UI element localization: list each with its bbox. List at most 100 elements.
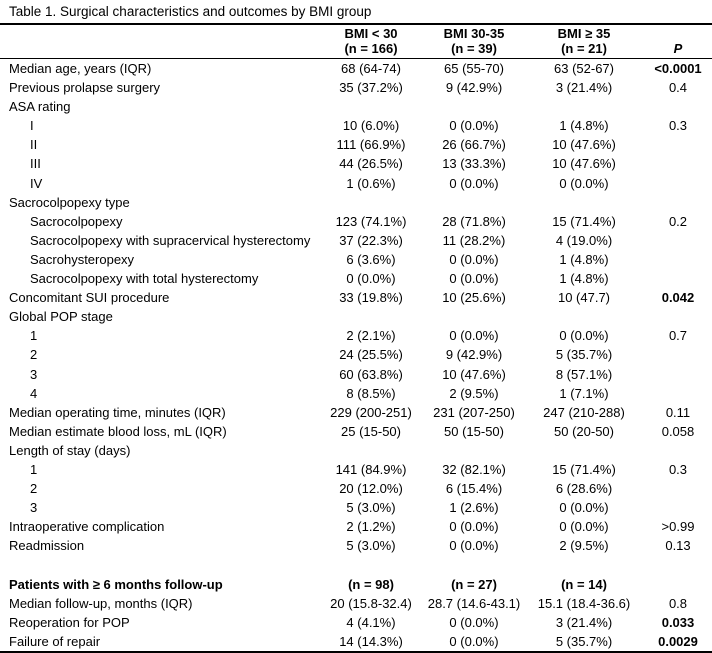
table-row: Sacrocolpopexy type xyxy=(0,193,712,212)
header-bmi-lt30-label: BMI < 30 xyxy=(344,26,398,41)
cell-p-value: 0.3 xyxy=(668,118,688,134)
cell-bmi-ge35: 1 (7.1%) xyxy=(559,385,609,401)
cell-bmi-ge35: 0 (0.0%) xyxy=(559,519,609,535)
cell-bmi-30-35: 231 (207-250) xyxy=(433,404,515,420)
cell-p-value xyxy=(644,441,712,460)
cell-bmi-lt30: 0 (0.0%) xyxy=(346,271,396,287)
table-row: Failure of repair 14 (14.3%) 0 (0.0%) 5 (35… xyxy=(0,632,712,652)
cell-bmi-lt30: 4 (4.1%) xyxy=(346,614,396,630)
cell-bmi-lt30: (n = 98) xyxy=(348,576,394,592)
table-row: II 111 (66.9%) 26 (66.7%) 10 (47.6%) xyxy=(0,135,712,154)
cell-bmi-ge35: 10 (47.6%) xyxy=(552,156,616,172)
header-bmi-30-35-label: BMI 30-35 xyxy=(443,26,505,41)
cell-bmi-lt30: 123 (74.1%) xyxy=(335,213,407,229)
table-row: Sacrocolpopexy 123 (74.1%) 28 (71.8%) 15 (7… xyxy=(0,212,712,231)
cell-bmi-lt30: 20 (12.0%) xyxy=(339,481,403,497)
cell-bmi-30-35: 10 (47.6%) xyxy=(442,366,506,382)
cell-bmi-30-35: 0 (0.0%) xyxy=(449,633,499,649)
cell-bmi-lt30: 44 (26.5%) xyxy=(339,156,403,172)
table-row: 3 60 (63.8%) 10 (47.6%) 8 (57.1%) xyxy=(0,365,712,384)
cell-p-value xyxy=(644,135,712,154)
cell-bmi-30-35 xyxy=(424,307,524,326)
table-row: Concomitant SUI procedure 33 (19.8%) 10 (2… xyxy=(0,288,712,307)
cell-bmi-ge35: (n = 14) xyxy=(561,576,607,592)
table-row: Median age, years (IQR) 68 (64-74) 65 (55-… xyxy=(0,59,712,79)
row-label: Global POP stage xyxy=(9,309,113,325)
cell-bmi-30-35: 28.7 (14.6-43.1) xyxy=(427,595,521,611)
table-row: Readmission 5 (3.0%) 0 (0.0%) 2 (9.5%) 0.13 xyxy=(0,536,712,555)
cell-bmi-30-35 xyxy=(424,193,524,212)
cell-bmi-30-35: 2 (9.5%) xyxy=(449,385,499,401)
table-row: ASA rating xyxy=(0,97,712,116)
header-bmi-ge35-label: BMI ≥ 35 xyxy=(557,26,611,41)
cell-bmi-ge35 xyxy=(524,97,644,116)
cell-bmi-lt30: 141 (84.9%) xyxy=(335,461,407,477)
cell-bmi-ge35: 3 (21.4%) xyxy=(555,80,613,96)
cell-bmi-ge35 xyxy=(524,307,644,326)
cell-bmi-ge35: 8 (57.1%) xyxy=(555,366,613,382)
cell-bmi-lt30: 6 (3.6%) xyxy=(346,251,396,267)
cell-p-value xyxy=(644,384,712,403)
table-row: III 44 (26.5%) 13 (33.3%) 10 (47.6%) xyxy=(0,154,712,173)
cell-bmi-30-35: 11 (28.2%) xyxy=(442,232,506,248)
cell-p-value: 0.058 xyxy=(661,423,695,439)
cell-p-value xyxy=(644,307,712,326)
row-label: 3 xyxy=(30,500,38,516)
cell-bmi-lt30: 2 (1.2%) xyxy=(346,519,396,535)
cell-p-value: 0.3 xyxy=(668,461,688,477)
cell-p-value: 0.13 xyxy=(665,538,691,554)
cell-bmi-ge35: 1 (4.8%) xyxy=(559,251,609,267)
cell-bmi-ge35: 5 (35.7%) xyxy=(555,633,613,649)
cell-bmi-ge35: 10 (47.7) xyxy=(557,290,611,306)
table-row: 4 8 (8.5%) 2 (9.5%) 1 (7.1%) xyxy=(0,384,712,403)
table-row: IV 1 (0.6%) 0 (0.0%) 0 (0.0%) xyxy=(0,174,712,193)
cell-bmi-lt30 xyxy=(318,441,424,460)
cell-bmi-30-35: 0 (0.0%) xyxy=(449,614,499,630)
table-row: Median operating time, minutes (IQR) 229 … xyxy=(0,403,712,422)
cell-p-value xyxy=(644,174,712,193)
table-row: Intraoperative complication 2 (1.2%) 0 (0.… xyxy=(0,517,712,536)
row-label: 3 xyxy=(30,366,38,382)
cell-bmi-lt30 xyxy=(318,97,424,116)
cell-bmi-ge35: 15 (71.4%) xyxy=(552,213,616,229)
table-row: 1 141 (84.9%) 32 (82.1%) 15 (71.4%) 0.3 xyxy=(0,460,712,479)
cell-bmi-30-35: 0 (0.0%) xyxy=(449,519,499,535)
cell-p-value: 0.7 xyxy=(668,328,688,344)
cell-bmi-ge35: 0 (0.0%) xyxy=(559,328,609,344)
cell-p-value: <0.0001 xyxy=(654,61,702,76)
table-row: I 10 (6.0%) 0 (0.0%) 1 (4.8%) 0.3 xyxy=(0,116,712,135)
row-label: Median operating time, minutes (IQR) xyxy=(9,404,226,420)
cell-bmi-lt30: 33 (19.8%) xyxy=(339,290,403,306)
row-label: IV xyxy=(30,175,43,191)
cell-bmi-lt30: 111 (66.9%) xyxy=(336,137,406,153)
cell-p-value xyxy=(644,498,712,517)
cell-p-value xyxy=(644,575,712,594)
row-label: Length of stay (days) xyxy=(9,442,131,458)
table-row: 1 2 (2.1%) 0 (0.0%) 0 (0.0%) 0.7 xyxy=(0,326,712,345)
cell-bmi-30-35: 0 (0.0%) xyxy=(449,175,499,191)
row-label: III xyxy=(30,156,41,172)
cell-bmi-lt30: 24 (25.5%) xyxy=(339,347,403,363)
cell-bmi-30-35: 32 (82.1%) xyxy=(442,461,506,477)
cell-p-value xyxy=(644,154,712,173)
cell-bmi-30-35: 13 (33.3%) xyxy=(442,156,506,172)
row-label: 1 xyxy=(30,461,38,477)
cell-bmi-ge35: 1 (4.8%) xyxy=(559,271,609,287)
row-label: I xyxy=(30,118,34,134)
cell-bmi-30-35: 0 (0.0%) xyxy=(449,251,499,267)
cell-bmi-ge35: 15.1 (18.4-36.6) xyxy=(537,595,631,611)
cell-bmi-30-35: 6 (15.4%) xyxy=(445,481,503,497)
cell-bmi-lt30: 35 (37.2%) xyxy=(339,80,403,96)
cell-bmi-ge35: 1 (4.8%) xyxy=(559,118,609,134)
row-label: Failure of repair xyxy=(9,633,101,649)
cell-bmi-lt30: 60 (63.8%) xyxy=(339,366,403,382)
row-label: 1 xyxy=(30,328,38,344)
cell-p-value: 0.0029 xyxy=(658,633,698,649)
cell-bmi-30-35: 0 (0.0%) xyxy=(449,271,499,287)
table-row: Median estimate blood loss, mL (IQR) 25 (… xyxy=(0,422,712,441)
row-label: 2 xyxy=(30,481,38,497)
table-title: Table 1. Surgical characteristics and ou… xyxy=(9,4,372,19)
table-row: Sacrocolpopexy with total hysterectomy 0 … xyxy=(0,269,712,288)
cell-bmi-lt30: 5 (3.0%) xyxy=(346,538,396,554)
row-label: Median age, years (IQR) xyxy=(9,61,152,76)
